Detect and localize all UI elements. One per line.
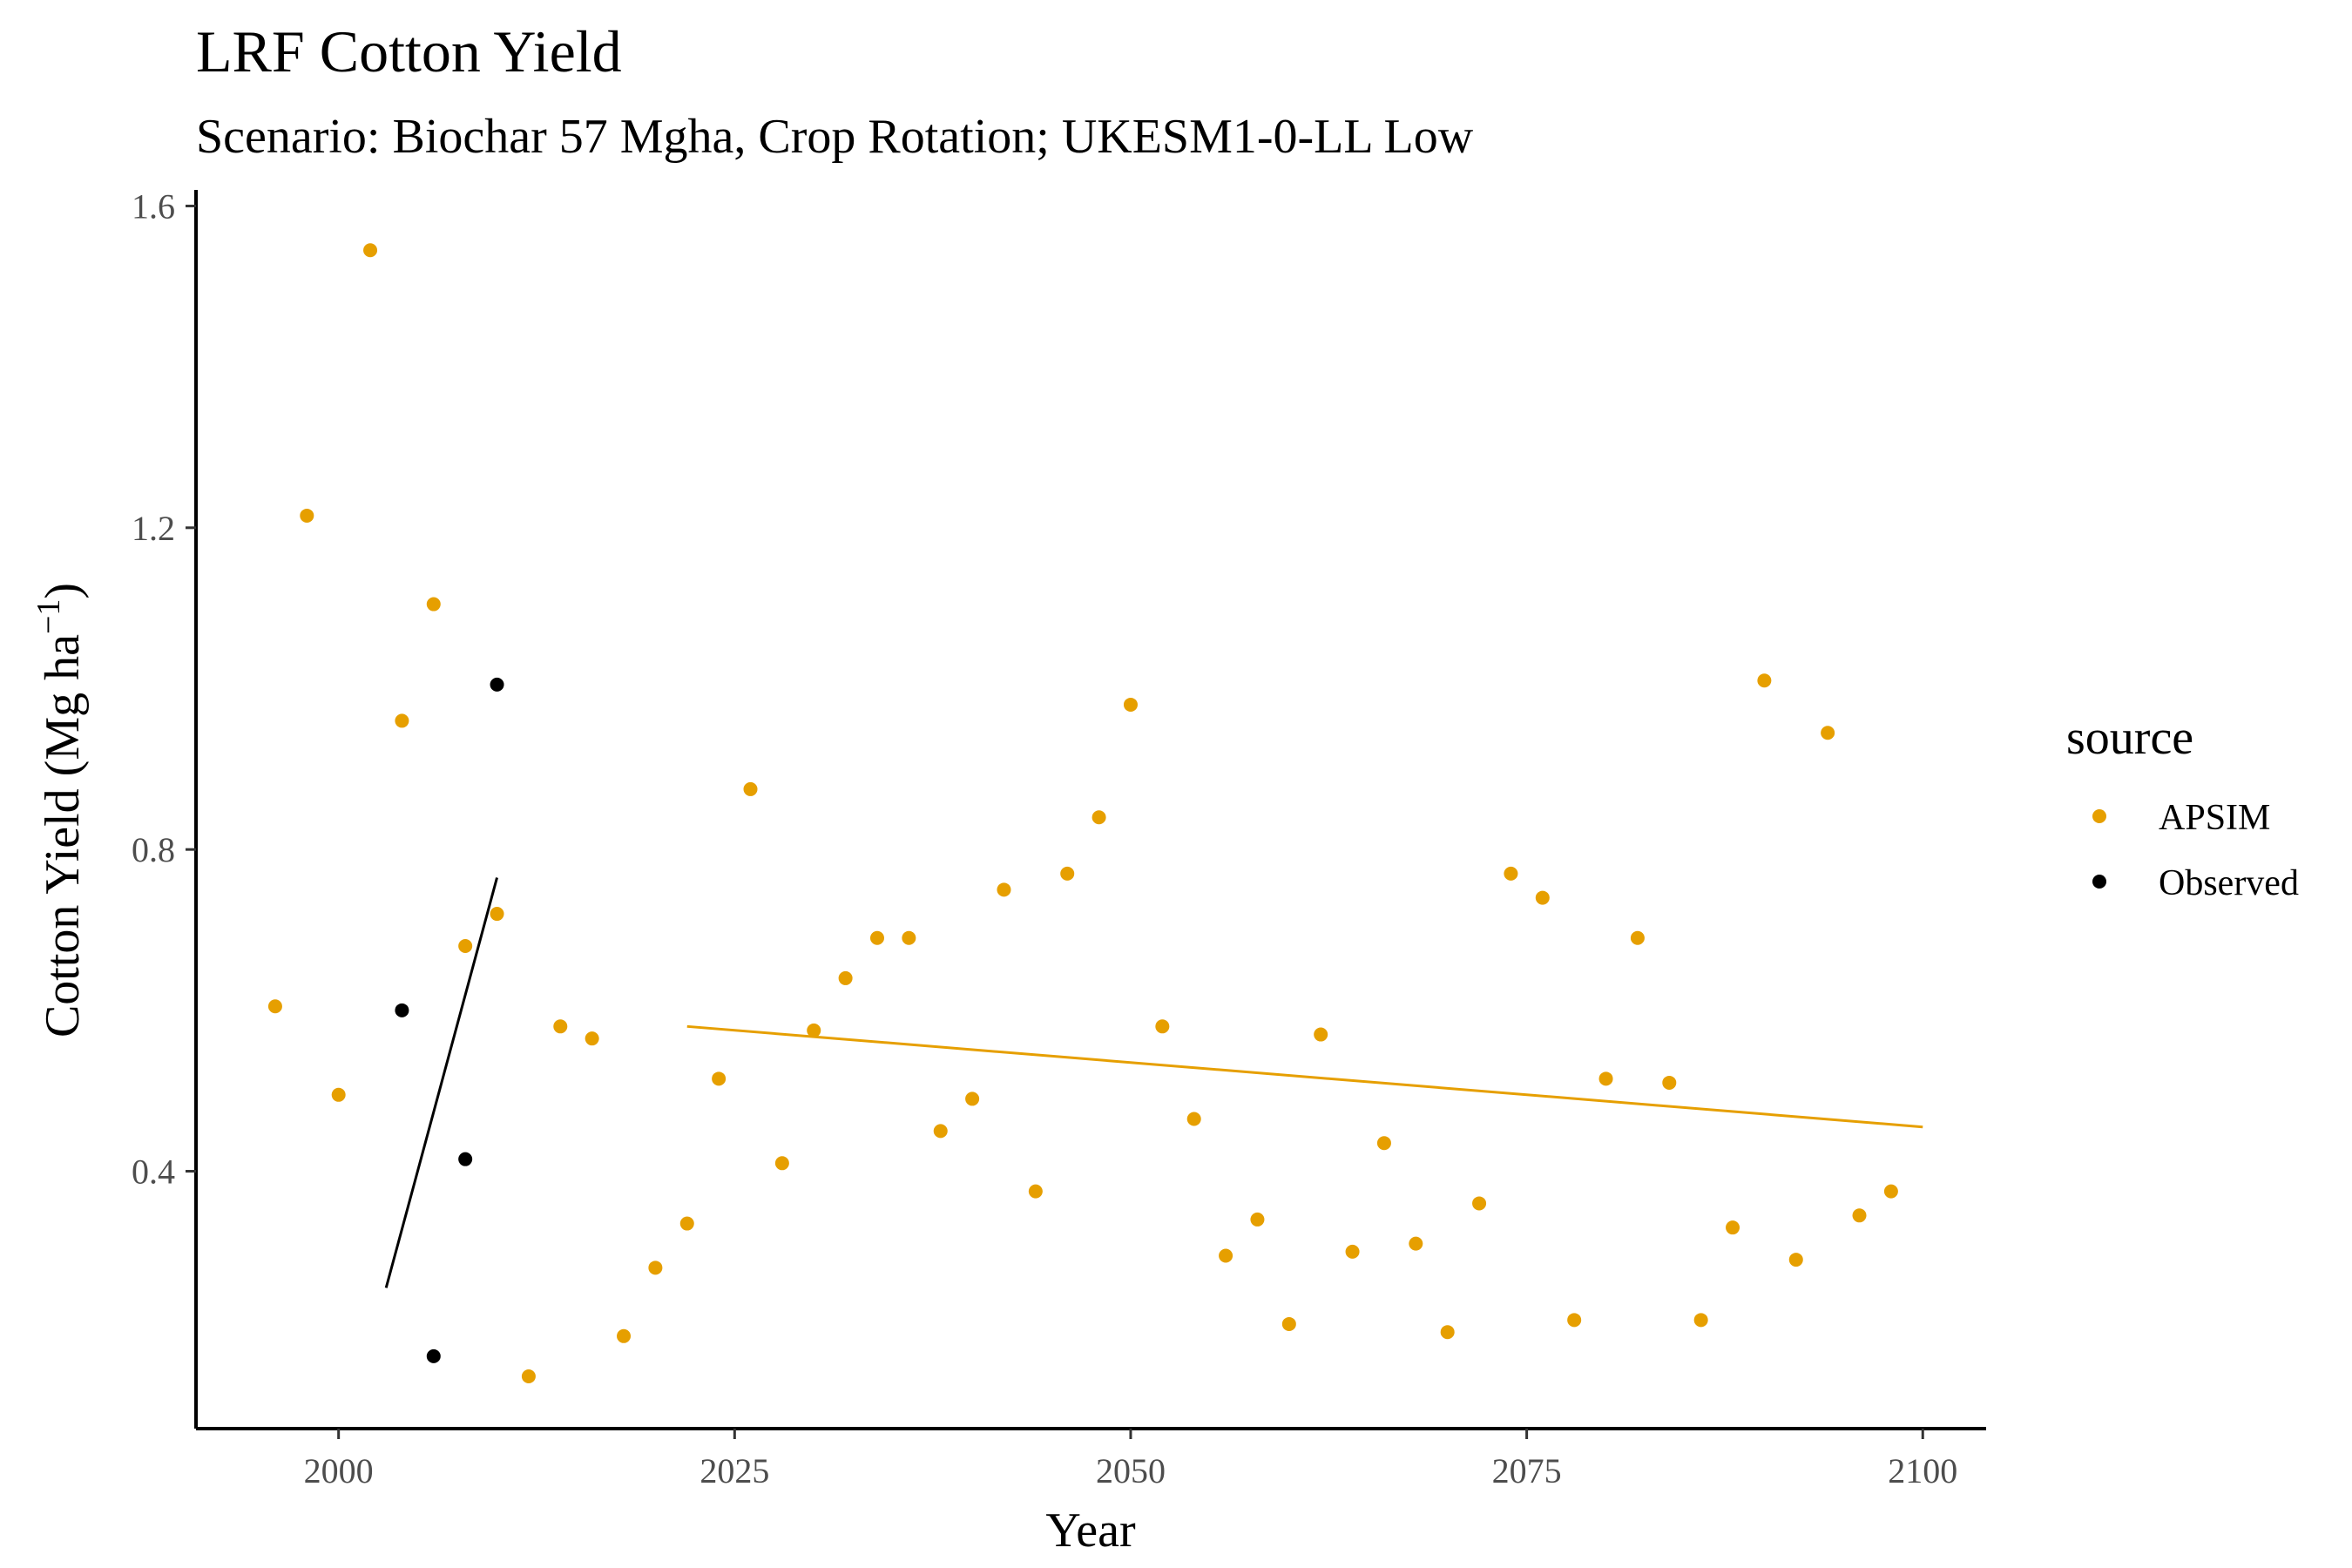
trend-line-observed bbox=[384, 877, 498, 1288]
x-tick-label: 2100 bbox=[1888, 1451, 1957, 1490]
point-apsim bbox=[997, 882, 1011, 897]
legend-label-observed: Observed bbox=[2159, 863, 2299, 903]
legend-swatch-observed bbox=[2092, 875, 2106, 889]
point-observed bbox=[426, 1348, 441, 1363]
point-apsim bbox=[363, 243, 378, 258]
y-tick-label: 0.4 bbox=[132, 1152, 175, 1192]
point-apsim bbox=[1028, 1184, 1043, 1199]
x-tick-label: 2000 bbox=[304, 1451, 374, 1490]
y-tick-label: 1.6 bbox=[132, 186, 175, 226]
point-apsim bbox=[1883, 1184, 1898, 1199]
point-apsim bbox=[1186, 1112, 1201, 1126]
point-observed bbox=[458, 1152, 473, 1166]
point-apsim bbox=[774, 1156, 789, 1171]
legend-label-apsim: APSIM bbox=[2159, 798, 2270, 838]
point-apsim bbox=[1504, 866, 1518, 881]
x-tick-label: 2025 bbox=[700, 1451, 769, 1490]
point-apsim bbox=[1567, 1313, 1582, 1328]
x-axis-ticks: 2000 2025 2050 2075 2100 bbox=[304, 1429, 1957, 1490]
point-apsim bbox=[267, 999, 282, 1014]
point-apsim bbox=[1630, 930, 1645, 945]
point-apsim bbox=[712, 1071, 727, 1086]
chart-title: LRF Cotton Yield bbox=[196, 18, 622, 84]
y-tick-label: 1.2 bbox=[132, 509, 175, 548]
point-apsim bbox=[617, 1328, 632, 1343]
point-apsim bbox=[1314, 1027, 1328, 1042]
point-apsim bbox=[331, 1087, 346, 1102]
y-axis-title-main: Cotton Yield (Mg ha bbox=[36, 634, 90, 1037]
point-apsim bbox=[1693, 1313, 1708, 1328]
x-axis-title: Year bbox=[1045, 1504, 1136, 1558]
x-tick-label: 2075 bbox=[1492, 1451, 1562, 1490]
point-apsim bbox=[1535, 890, 1550, 905]
point-observed bbox=[395, 1003, 409, 1017]
y-axis-title-close: ) bbox=[36, 583, 90, 599]
point-apsim bbox=[426, 597, 441, 612]
point-apsim bbox=[395, 713, 409, 728]
point-apsim bbox=[1345, 1244, 1360, 1259]
point-apsim bbox=[902, 930, 916, 945]
point-apsim bbox=[521, 1369, 536, 1383]
plot-area bbox=[267, 243, 1923, 1383]
y-tick-label: 0.8 bbox=[132, 830, 175, 869]
point-observed bbox=[490, 677, 504, 692]
point-apsim bbox=[1726, 1220, 1740, 1235]
y-axis-title-exponent: −1 bbox=[30, 599, 67, 634]
legend: source APSIM Observed bbox=[2066, 711, 2299, 903]
point-apsim bbox=[1598, 1071, 1613, 1086]
y-axis-ticks: 0.4 0.8 1.2 1.6 bbox=[132, 186, 196, 1192]
point-apsim bbox=[1472, 1196, 1487, 1211]
point-apsim bbox=[1852, 1208, 1867, 1223]
point-apsim bbox=[1409, 1236, 1423, 1251]
point-apsim bbox=[300, 508, 314, 523]
point-apsim bbox=[807, 1023, 821, 1037]
point-apsim bbox=[648, 1260, 663, 1275]
point-apsim bbox=[1757, 673, 1772, 688]
trend-line-apsim bbox=[686, 1024, 1923, 1129]
point-apsim bbox=[1281, 1316, 1296, 1331]
point-apsim bbox=[585, 1031, 599, 1046]
legend-swatch-apsim bbox=[2092, 809, 2106, 823]
point-apsim bbox=[1440, 1325, 1455, 1340]
point-apsim bbox=[1060, 866, 1075, 881]
point-apsim bbox=[1155, 1019, 1170, 1034]
point-apsim bbox=[965, 1092, 980, 1106]
point-apsim bbox=[1092, 810, 1106, 825]
point-apsim bbox=[1250, 1212, 1265, 1227]
point-apsim bbox=[743, 781, 758, 796]
point-apsim bbox=[1662, 1075, 1677, 1090]
point-apsim bbox=[1376, 1136, 1391, 1151]
point-apsim bbox=[458, 938, 473, 953]
point-apsim bbox=[933, 1124, 948, 1139]
point-apsim bbox=[1821, 726, 1835, 740]
x-tick-label: 2050 bbox=[1096, 1451, 1166, 1490]
chart-subtitle: Scenario: Biochar 57 Mgha, Crop Rotation… bbox=[196, 110, 1474, 164]
point-apsim bbox=[553, 1019, 568, 1034]
legend-title: source bbox=[2066, 711, 2193, 765]
point-apsim bbox=[869, 930, 884, 945]
point-apsim bbox=[679, 1216, 694, 1231]
trend-lines bbox=[384, 877, 1923, 1288]
point-apsim bbox=[490, 907, 504, 922]
point-apsim bbox=[838, 970, 853, 985]
data-points bbox=[267, 243, 1898, 1383]
y-axis-title: Cotton Yield (Mg ha−1) bbox=[30, 583, 90, 1037]
point-apsim bbox=[1123, 697, 1138, 712]
point-apsim bbox=[1219, 1248, 1233, 1263]
point-apsim bbox=[1788, 1253, 1803, 1267]
